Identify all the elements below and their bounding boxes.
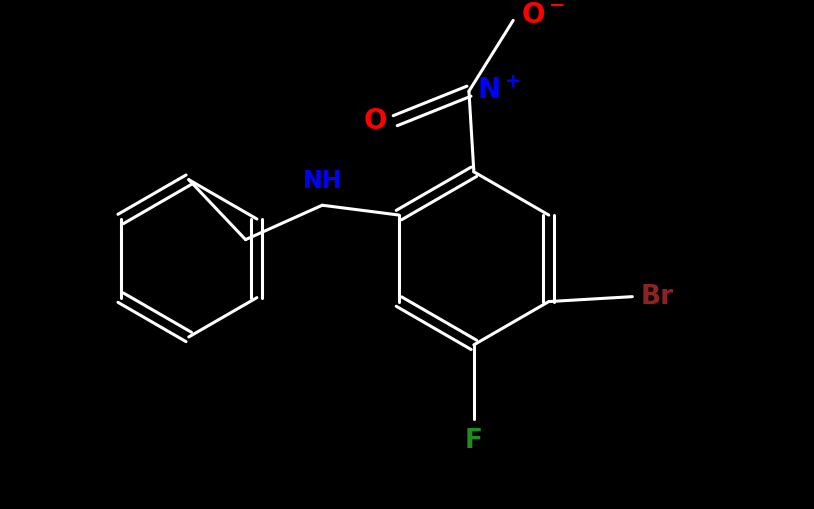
Text: O: O	[364, 107, 387, 135]
Text: NH: NH	[303, 169, 342, 193]
Text: Br: Br	[640, 284, 673, 309]
Text: $\mathregular{N^+}$: $\mathregular{N^+}$	[477, 77, 520, 105]
Text: F: F	[465, 429, 483, 455]
Text: $\mathregular{O^-}$: $\mathregular{O^-}$	[521, 2, 565, 30]
